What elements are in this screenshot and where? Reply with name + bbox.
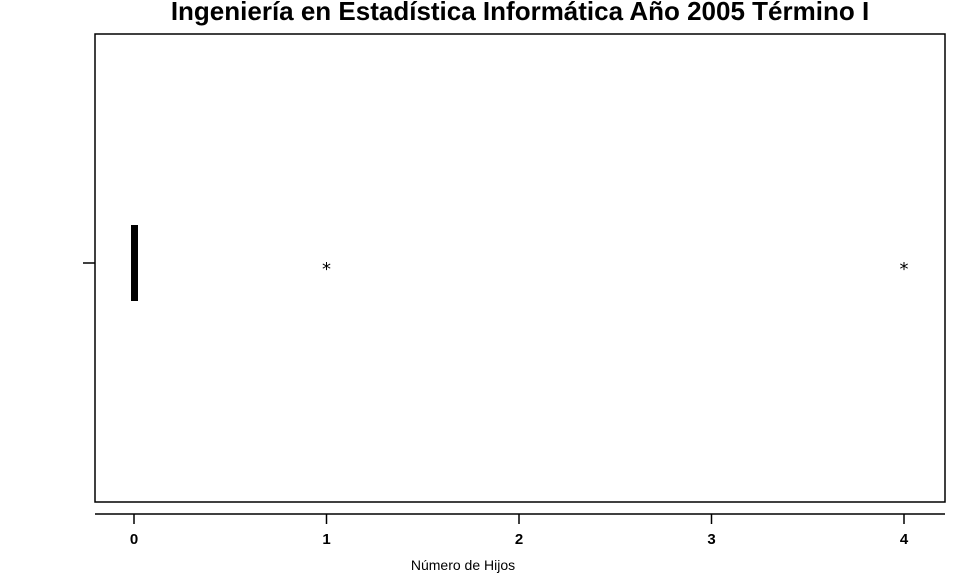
x-tick-label: 3 xyxy=(707,531,715,548)
outliers: * * xyxy=(322,259,909,280)
box-median xyxy=(131,225,138,301)
x-ticks: 0 1 2 3 4 xyxy=(130,514,909,548)
x-tick-label: 4 xyxy=(900,531,909,548)
x-tick-label: 1 xyxy=(322,531,330,548)
box-group xyxy=(131,225,138,301)
outlier-point: * xyxy=(322,259,331,280)
outlier-point: * xyxy=(900,259,909,280)
plot-frame xyxy=(94,33,946,503)
chart-title: Ingeniería en Estadística Informática Añ… xyxy=(171,0,869,26)
x-tick-label: 0 xyxy=(130,531,138,548)
x-tick-label: 2 xyxy=(515,531,523,548)
x-axis-label: Número de Hijos xyxy=(411,557,515,573)
